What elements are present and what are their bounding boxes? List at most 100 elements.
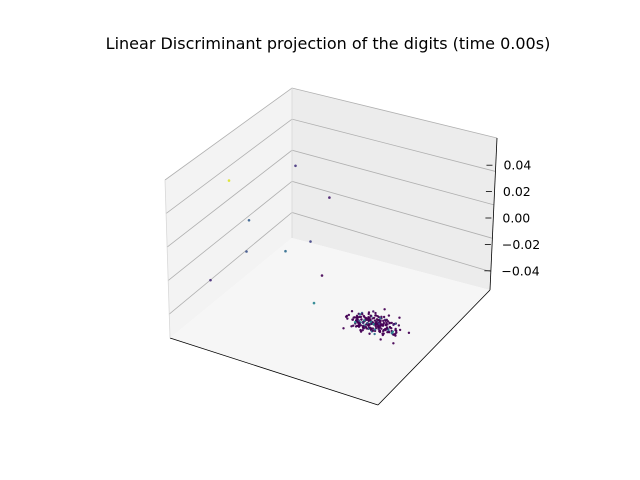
data-point — [372, 310, 375, 313]
data-point — [367, 316, 370, 319]
data-point — [379, 338, 382, 341]
data-point — [294, 164, 297, 168]
data-point — [358, 313, 362, 316]
data-point — [372, 322, 375, 326]
data-point — [383, 308, 386, 311]
data-point — [378, 325, 382, 329]
data-point — [390, 327, 393, 330]
data-point — [407, 331, 411, 335]
data-point — [342, 327, 345, 330]
data-point — [350, 310, 354, 313]
data-point — [346, 317, 349, 320]
data-point — [365, 323, 368, 326]
data-point — [392, 323, 395, 327]
data-point — [360, 318, 363, 321]
z-axis-line — [489, 137, 498, 291]
data-point — [247, 218, 251, 222]
data-point — [353, 321, 357, 324]
data-point — [358, 322, 361, 325]
data-point — [350, 325, 353, 328]
data-point — [328, 196, 331, 199]
left-back-pane — [165, 88, 292, 338]
data-point — [359, 324, 363, 327]
data-point — [345, 314, 349, 318]
data-point — [384, 323, 387, 327]
data-point — [373, 332, 376, 336]
data-point — [359, 330, 363, 333]
data-point — [371, 327, 375, 330]
data-point — [395, 331, 398, 334]
data-point — [227, 179, 231, 182]
data-point — [388, 321, 391, 325]
data-point — [351, 318, 355, 321]
scatter-points — [209, 164, 411, 345]
data-point — [377, 322, 381, 325]
z-tick-label: 0.04 — [503, 158, 531, 173]
axis-edges — [164, 88, 498, 406]
data-point — [384, 328, 387, 332]
data-point — [358, 315, 361, 319]
z-tick-label: 0.00 — [502, 211, 530, 226]
data-point — [377, 328, 380, 331]
data-point — [381, 333, 385, 337]
z-axis-ticks: 0.04 0.02 0.00 −0.02 −0.04 — [484, 158, 540, 278]
data-point — [245, 250, 248, 253]
data-point — [394, 328, 397, 332]
z-tick-label: −0.02 — [502, 237, 540, 252]
data-point — [390, 321, 393, 325]
data-point — [369, 328, 373, 331]
data-point — [312, 301, 316, 305]
data-point — [371, 329, 375, 332]
data-point — [390, 332, 394, 335]
data-point — [374, 325, 377, 328]
data-point — [380, 327, 383, 330]
data-point — [368, 318, 372, 322]
data-point — [363, 319, 366, 322]
data-point — [367, 311, 371, 314]
data-point — [373, 328, 377, 331]
data-point — [384, 319, 387, 323]
data-point — [320, 274, 324, 277]
data-point — [369, 320, 373, 323]
data-point — [398, 328, 402, 332]
data-point — [392, 342, 395, 345]
z-tick-label: 0.02 — [503, 184, 531, 199]
data-point — [361, 328, 364, 332]
data-point — [362, 314, 366, 318]
data-point — [355, 316, 358, 320]
data-point — [394, 334, 397, 337]
data-point — [369, 314, 372, 317]
data-point — [361, 313, 364, 316]
data-point — [385, 321, 388, 325]
data-point — [364, 316, 368, 320]
right-back-pane — [292, 88, 497, 290]
floor-pane — [170, 238, 490, 405]
data-point — [365, 318, 369, 322]
z-tick-label: −0.04 — [501, 263, 539, 278]
x-axis-line — [169, 337, 379, 406]
data-point — [209, 278, 212, 282]
data-point — [372, 316, 376, 320]
data-point — [385, 326, 389, 329]
data-point — [377, 319, 380, 322]
data-point — [376, 325, 380, 328]
data-point — [347, 313, 351, 317]
data-point — [387, 329, 390, 332]
data-point — [382, 315, 386, 319]
data-point — [381, 323, 384, 326]
data-point — [361, 326, 365, 329]
data-point — [397, 324, 401, 327]
data-point — [309, 240, 312, 243]
data-point — [364, 325, 368, 329]
data-point — [387, 314, 391, 317]
data-point — [352, 316, 355, 319]
data-point — [378, 330, 381, 333]
data-point — [355, 324, 359, 328]
data-point — [368, 332, 371, 335]
chart-title: Linear Discriminant projection of the di… — [106, 34, 551, 53]
data-point — [398, 316, 401, 319]
data-point — [382, 319, 385, 323]
data-point — [284, 249, 287, 253]
